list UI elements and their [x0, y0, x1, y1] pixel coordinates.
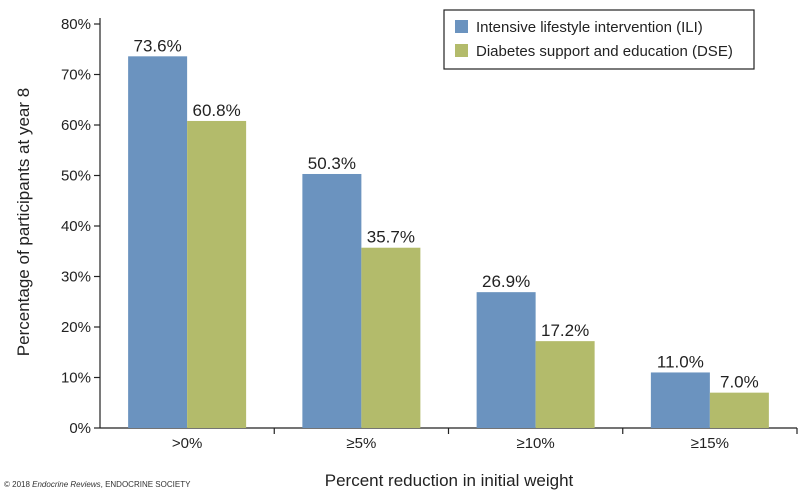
y-tick-label: 20%	[61, 319, 91, 336]
bars	[128, 56, 769, 429]
legend: Intensive lifestyle intervention (ILI) Di…	[443, 9, 755, 70]
legend-entry-label: Intensive lifestyle intervention (ILI)	[476, 19, 703, 36]
x-tick-label: ≥15%	[691, 435, 729, 452]
x-axis-label: Percent reduction in initial weight	[325, 471, 574, 490]
y-tick-label: 50%	[61, 168, 91, 185]
x-tick-label: >0%	[172, 435, 202, 452]
y-tick-label: 30%	[61, 269, 91, 286]
legend-box	[443, 9, 755, 70]
bar-value-label: 26.9%	[482, 272, 530, 291]
bar-value-labels: 73.6% 60.8% 50.3% 35.7% 26.9% 17.2% 11.0% 7.0%	[134, 36, 759, 391]
x-tick-label: ≥10%	[516, 435, 554, 452]
bar-value-label: 60.8%	[193, 101, 241, 120]
bar-value-label: 50.3%	[308, 154, 356, 173]
y-tick-label: 10%	[61, 370, 91, 387]
bar	[361, 247, 421, 428]
x-axis: >0% ≥5% ≥10% ≥15%	[100, 427, 798, 452]
bar-value-label: 73.6%	[134, 36, 182, 55]
y-tick-label: 0%	[69, 420, 91, 437]
bar	[476, 292, 536, 428]
copyright-suffix: , ENDOCRINE SOCIETY	[100, 480, 191, 489]
y-tick-label: 60%	[61, 117, 91, 134]
y-axis-label: Percentage of participants at year 8	[14, 88, 33, 356]
bar-value-label: 17.2%	[541, 321, 589, 340]
copyright-notice: © 2018 Endocrine Reviews, ENDOCRINE SOCI…	[4, 480, 190, 490]
y-axis: 0% 10% 20% 30% 40% 50% 60% 70% 80%	[61, 16, 101, 437]
bar	[650, 372, 710, 428]
bar-value-label: 35.7%	[367, 228, 415, 247]
bar-value-label: 7.0%	[720, 373, 759, 392]
legend-swatch	[455, 20, 468, 33]
y-tick-label: 80%	[61, 16, 91, 33]
x-tick-label: ≥5%	[346, 435, 376, 452]
bar	[709, 392, 769, 428]
copyright-journal: Endocrine Reviews	[32, 480, 101, 489]
legend-entry-label: Diabetes support and education (DSE)	[476, 43, 733, 60]
legend-swatch	[455, 44, 468, 57]
bar	[128, 56, 188, 428]
y-tick-label: 70%	[61, 67, 91, 84]
bar-value-label: 11.0%	[657, 352, 704, 371]
y-tick-label: 40%	[61, 218, 91, 235]
copyright-prefix: © 2018	[4, 480, 33, 489]
bar	[535, 341, 595, 428]
bar	[302, 173, 362, 428]
bar	[187, 120, 247, 429]
